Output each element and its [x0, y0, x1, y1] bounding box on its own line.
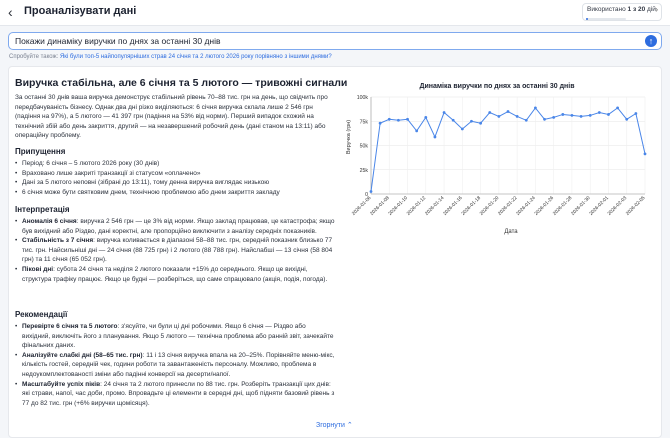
chart-data-point	[397, 118, 400, 122]
chart-data-point	[506, 110, 510, 113]
chart-data-point	[625, 117, 629, 121]
assumptions-list: Період: 6 січня – 5 лютого 2026 року (30…	[15, 159, 335, 197]
report-intro: За останні 30 днів ваша виручка демонстр…	[15, 94, 328, 140]
revenue-chart: Динаміка виручки по днях за останні 30 д…	[346, 82, 647, 235]
list-item: Аналізуйте слабкі дні (58–65 тис. грн): …	[15, 351, 335, 380]
assumptions-heading: Припущення	[15, 147, 66, 156]
chart-data-point	[488, 111, 492, 114]
usage-indicator[interactable]: Використано 1 з 20 дій ›	[582, 3, 662, 21]
chart-data-point	[552, 115, 556, 119]
suggestions: Спробуйте також: Які були топ-5 найпопул…	[9, 54, 332, 60]
chart-data-point	[524, 118, 528, 122]
chart-y-tick-label: 100k	[357, 95, 369, 101]
chart-title: Динаміка виручки по днях за останні 30 д…	[419, 82, 575, 90]
chart-data-point	[561, 113, 565, 116]
chart-data-point	[597, 111, 601, 114]
chart-data-point	[369, 190, 373, 193]
chart-y-tick-label: 75k	[360, 119, 369, 125]
recommendations-heading: Рекомендації	[15, 310, 68, 319]
chart-data-point	[387, 117, 391, 121]
chart-data-point	[634, 112, 638, 115]
chart-data-point	[479, 121, 482, 125]
page-title: Проаналізувати дані	[24, 5, 137, 17]
list-item: Масштабуйте успіх піків: 24 січня та 2 л…	[15, 380, 335, 409]
chart-data-point	[497, 115, 501, 118]
query-input[interactable]: Покажи динаміку виручки по днях за остан…	[8, 32, 662, 50]
list-item: 6 січня може бути святковим днем, техніч…	[15, 188, 335, 198]
chart-data-point	[570, 114, 574, 117]
suggestions-prefix: Спробуйте також:	[9, 54, 59, 60]
chart-data-point	[534, 106, 537, 110]
chevron-right-icon: ›	[655, 5, 658, 14]
chart-data-point	[442, 111, 446, 114]
list-item: Перевірте 6 січня та 5 лютого: з'ясуйте,…	[15, 322, 335, 351]
chart-data-point	[378, 121, 382, 125]
list-item: Аномалія 6 січня: виручка 2 546 грн — це…	[15, 217, 335, 236]
suggestion-link[interactable]: Які були топ-5 найпопулярніших страв 24 …	[59, 54, 332, 60]
chart-data-point	[460, 127, 464, 131]
chart-data-point	[515, 115, 519, 118]
chart-series-line	[370, 107, 646, 192]
chart-y-axis-label: Виручка (грн)	[346, 120, 352, 154]
chart-data-point	[470, 119, 473, 123]
collapse-button[interactable]: Згорнути ⌃	[316, 422, 353, 429]
list-item: Враховано лише закриті транзакції зі ста…	[15, 169, 335, 179]
top-bar: ‹ Проаналізувати дані Використано 1 з 20…	[0, 0, 670, 26]
list-item: Дані за 5 лютого неповні (зібрані до 13:…	[15, 178, 335, 188]
chart-data-point	[543, 117, 546, 121]
list-item: Пікові дні: субота 24 січня та неділя 2 …	[15, 265, 335, 284]
chart-data-point	[415, 129, 419, 133]
usage-text: Використано 1 з 20 дій	[587, 6, 656, 13]
list-item: Стабільність з 7 січня: виручка коливаєт…	[15, 236, 335, 265]
query-text[interactable]: Покажи динаміку виручки по днях за остан…	[15, 36, 221, 46]
chart-x-tick-label: 2026-02-05	[625, 195, 647, 217]
chart-data-point	[643, 152, 647, 156]
interpretation-heading: Інтерпретація	[15, 205, 70, 214]
chart-data-point	[424, 115, 428, 119]
usage-progress-bar	[586, 18, 626, 20]
chart-y-tick-label: 25k	[360, 168, 369, 174]
chart-x-axis-label: Дата	[504, 229, 518, 235]
recommendations-list: Перевірте 6 січня та 5 лютого: з'ясуйте,…	[15, 322, 335, 408]
chart-data-point	[451, 118, 455, 122]
interpretation-list: Аномалія 6 січня: виручка 2 546 грн — це…	[15, 217, 335, 284]
chart-data-point	[588, 114, 592, 117]
arrow-up-icon[interactable]: ↑	[645, 35, 657, 47]
chart-data-point	[616, 106, 619, 110]
chevron-left-icon[interactable]: ‹	[8, 4, 13, 20]
chart-y-tick-label: 50k	[360, 144, 369, 150]
chevron-up-icon: ⌃	[346, 422, 353, 429]
chart-y-tick-label: 0	[365, 192, 368, 198]
chart-data-point	[579, 115, 583, 118]
chart-data-point	[607, 113, 610, 116]
list-item: Період: 6 січня – 5 лютого 2026 року (30…	[15, 159, 335, 169]
report-headline: Виручка стабільна, але 6 січня та 5 люто…	[15, 77, 348, 89]
usage-progress-fill	[586, 18, 588, 20]
chart-data-point	[433, 135, 437, 139]
chart-data-point	[406, 117, 409, 121]
